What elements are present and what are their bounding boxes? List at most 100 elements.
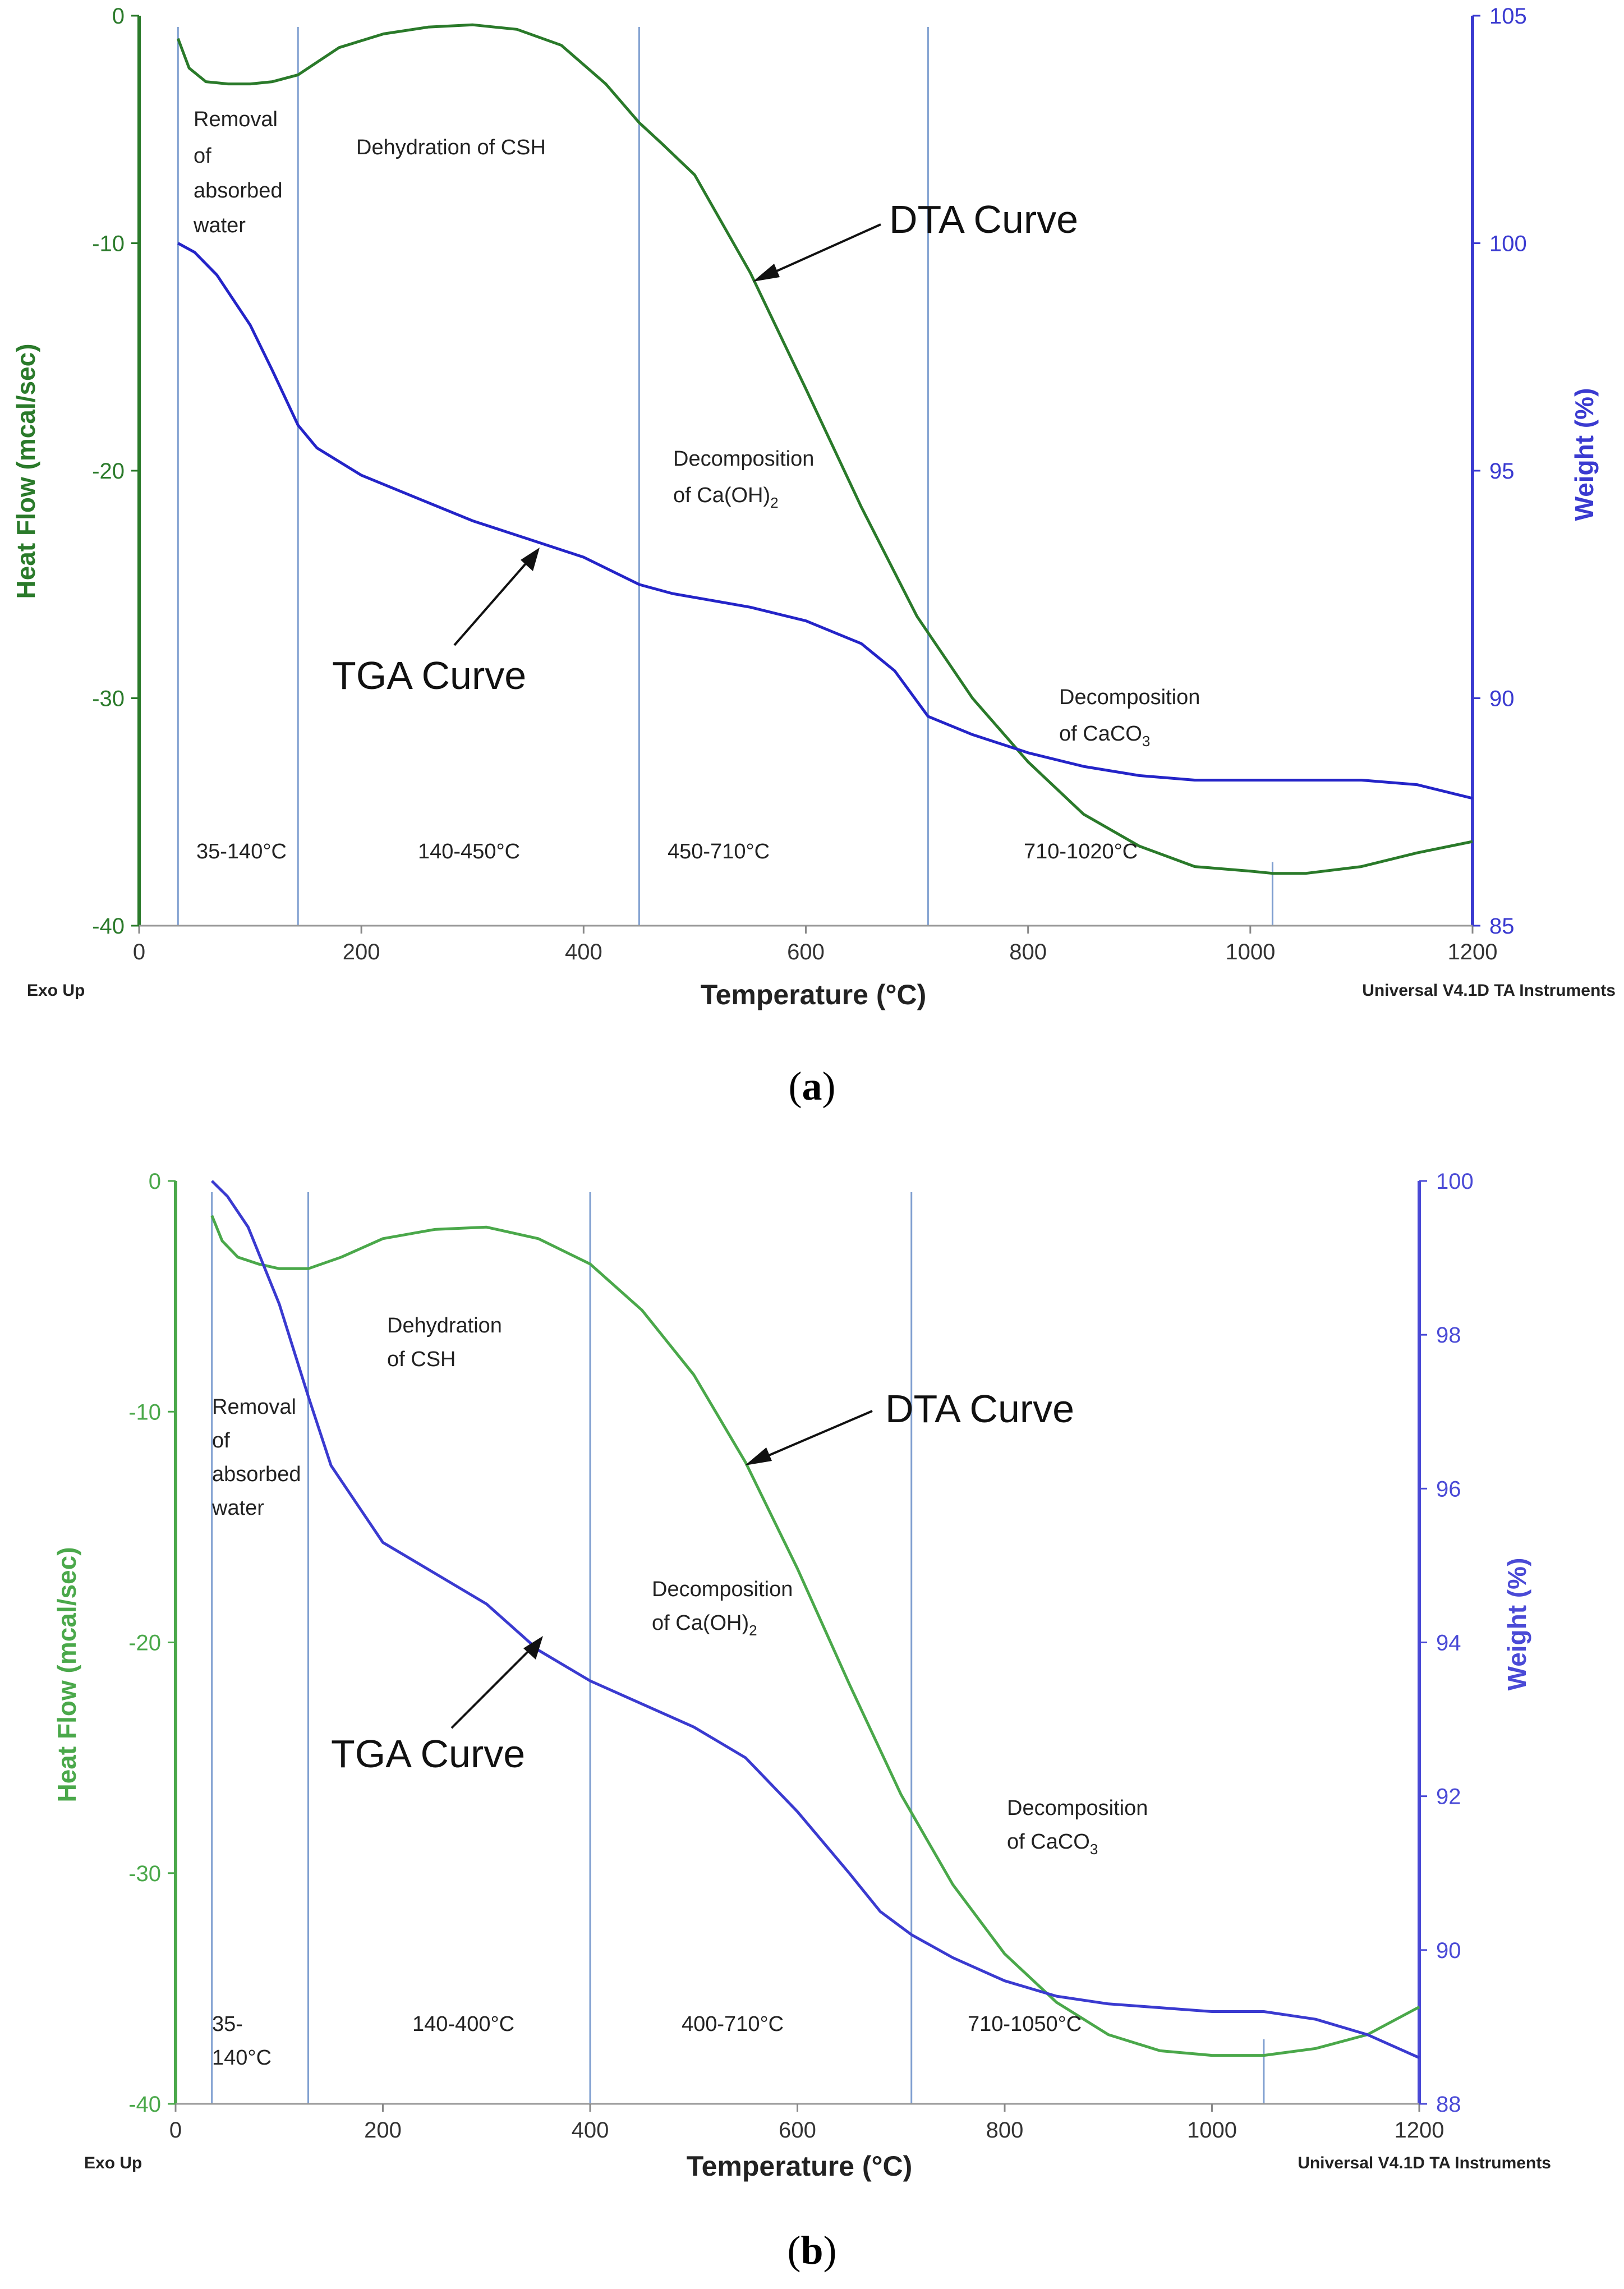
chart-a-x-tick-label: 800 <box>1009 940 1047 964</box>
chart-a-range2: 140-450°C <box>418 840 520 863</box>
chart-b-y-left-tick-label: -40 <box>128 2092 161 2117</box>
chart-a-yright-ticks: 105 100 95 90 85 <box>1473 4 1527 939</box>
chart-b-region3-line2: of Ca(OH)2 <box>652 1611 757 1639</box>
chart-b-y-right-tick-label: 88 <box>1436 2092 1461 2117</box>
chart-b-series <box>210 1180 1420 2060</box>
chart-b-y-right-tick-label: 94 <box>1436 1631 1461 1656</box>
chart-a-region4-line1: Decomposition <box>1059 686 1200 709</box>
chart-b-region1-line4: water <box>211 1496 264 1520</box>
chart-b-y-right-tick-label: 98 <box>1436 1323 1461 1348</box>
chart-b-range3: 400-710°C <box>682 2012 784 2036</box>
chart-a-dta-arrow <box>761 223 881 279</box>
chart-a-region1-line4: water <box>193 214 246 237</box>
chart-b-region4-sub: 3 <box>1090 1841 1098 1858</box>
chart-b-tga-series-line <box>210 1180 1420 2060</box>
chart-a-y-right-tick-label: 85 <box>1489 914 1515 939</box>
chart-b-yright-ticks: 100 98 96 94 92 90 88 <box>1419 1169 1474 2117</box>
chart-a-region1-line2: of <box>194 144 211 168</box>
chart-b-dividers <box>211 1192 1265 2104</box>
panel-label-a-letter: a <box>802 1064 822 1109</box>
chart-b-y-right-tick-label: 90 <box>1436 1938 1461 1963</box>
chart-a-y-right-tick-label: 95 <box>1489 459 1515 484</box>
chart-a-dta-label: DTA Curve <box>889 197 1078 241</box>
chart-b-y-left-title: Heat Flow (mcal/sec) <box>52 1547 81 1802</box>
chart-a-y-right-title: Weight (%) <box>1570 388 1599 521</box>
chart-a-canvas: 0 200 400 600 800 1000 1200 0-10-20-30-40 1051… <box>11 4 1616 1010</box>
chart-b-yleft-ticks: 0 -10 -20 -30 -40 <box>128 1169 176 2117</box>
chart-a-range3: 450-710°C <box>668 840 770 863</box>
chart-a-y-left-tick-label: -20 <box>92 459 125 484</box>
chart-b-canvas: 0 200 400 600 800 1000 1200 0 -10 -20 -30 -40 100 9… <box>52 1169 1551 2182</box>
chart-b-range4: 710-1050°C <box>968 2012 1082 2036</box>
chart-a-range4: 710-1020°C <box>1024 840 1138 863</box>
chart-a-y-left-tick-label: -40 <box>92 914 125 939</box>
chart-b-region4-line1: Decomposition <box>1007 1796 1148 1820</box>
chart-b-range2: 140-400°C <box>412 2012 514 2036</box>
chart-b-region3-line1: Decomposition <box>652 1578 793 1601</box>
chart-a-y-left-title: Heat Flow (mcal/sec) <box>11 343 40 599</box>
chart-a-y-right-tick-label: 90 <box>1489 687 1515 711</box>
chart-a-footer-right: Universal V4.1D TA Instruments <box>1362 981 1616 1000</box>
chart-a-region2-title: Dehydration of CSH <box>356 136 546 159</box>
chart-a-region3-line1: Decomposition <box>673 447 814 471</box>
chart-a-x-tick-label: 1200 <box>1448 940 1498 964</box>
panel-label-b: (b) <box>787 2228 837 2273</box>
chart-b-dta-series-line <box>210 1215 1420 2057</box>
chart-b-x-tick-label: 600 <box>779 2118 816 2143</box>
chart-b-footer-left: Exo Up <box>84 2154 142 2172</box>
chart-b-y-right-tick-label: 100 <box>1436 1169 1474 1194</box>
chart-b-tga-arrow <box>450 1643 537 1729</box>
chart-a-region3-line2: of Ca(OH)2 <box>673 484 779 511</box>
chart-a-dta-arrowhead <box>753 264 780 282</box>
chart-a-tga-arrowhead <box>521 548 540 571</box>
chart-a-x-tick-label: 400 <box>565 940 602 964</box>
chart-a-series <box>176 23 1473 875</box>
chart-a-tga-label: TGA Curve <box>332 654 526 697</box>
chart-b-x-tick-label: 1200 <box>1395 2118 1444 2143</box>
chart-b-dta-arrowhead <box>745 1447 772 1465</box>
chart-panel-a: 0 200 400 600 800 1000 1200 0 -10 -20 -30 -40 105 1… <box>0 0 1624 1122</box>
chart-b-x-tick-label: 200 <box>364 2118 402 2143</box>
chart-b-region4-line2-text: of CaCO <box>1007 1830 1090 1854</box>
chart-a-y-left-tick-label: -10 <box>92 232 125 256</box>
chart-a-x-axis-title: Temperature (°C) <box>701 979 926 1010</box>
chart-b-region1-line3: absorbed <box>212 1463 301 1486</box>
chart-b-y-left-tick-label: -30 <box>128 1861 161 1886</box>
chart-b-range1-line1: 35- <box>212 2012 243 2036</box>
chart-a-x-ticks: 0 200 400 600 800 1000 1200 <box>133 926 1498 964</box>
chart-a-y-left-tick-label: -30 <box>92 687 125 711</box>
chart-a-region4-line2: of CaCO3 <box>1059 722 1150 750</box>
chart-b-region3-sub: 2 <box>749 1622 757 1639</box>
chart-b-region4-line2: of CaCO3 <box>1007 1830 1098 1858</box>
chart-b-axes <box>174 1181 1421 2105</box>
chart-a-range1: 35-140°C <box>196 840 287 863</box>
chart-a-dividers <box>177 27 1273 926</box>
chart-b-y-left-tick-label: -20 <box>128 1631 161 1656</box>
chart-b-y-left-tick-label: 0 <box>149 1169 161 1194</box>
chart-b-region2-line1: Dehydration <box>387 1314 502 1337</box>
chart-a-region1-line1: Removal <box>194 108 278 131</box>
chart-panel-b: 0 200 400 600 800 1000 1200 0 -10 -20 -30 -40 100 9… <box>0 1150 1624 2289</box>
chart-a-region4-sub: 3 <box>1142 733 1150 750</box>
chart-a-x-tick-label: 1000 <box>1225 940 1275 964</box>
chart-a-x-tick-label: 600 <box>787 940 825 964</box>
chart-b-tga-label: TGA Curve <box>331 1732 525 1776</box>
chart-a-region4-line2-text: of CaCO <box>1059 722 1142 746</box>
chart-b-region2-line2: of CSH <box>387 1348 456 1371</box>
chart-b-footer-right: Universal V4.1D TA Instruments <box>1298 2154 1551 2172</box>
chart-a-region3-line2-text: of Ca(OH) <box>673 484 770 507</box>
chart-b-y-right-tick-label: 92 <box>1436 1785 1461 1809</box>
chart-b-x-axis-title: Temperature (°C) <box>687 2150 912 2182</box>
chart-a-region1-line3: absorbed <box>194 179 282 203</box>
chart-b-y-right-title: Weight (%) <box>1502 1558 1531 1691</box>
chart-b-dta-label: DTA Curve <box>885 1387 1074 1431</box>
panel-label-a: (a) <box>788 1064 836 1109</box>
chart-b-y-right-tick-label: 96 <box>1436 1477 1461 1501</box>
chart-b-x-tick-label: 400 <box>572 2118 609 2143</box>
chart-b-x-ticks: 0 200 400 600 800 1000 1200 <box>169 2104 1444 2143</box>
chart-a-x-tick-label: 0 <box>133 940 145 964</box>
chart-a-y-left-tick-label: 0 <box>112 4 125 29</box>
chart-a-region3-sub: 2 <box>770 494 778 511</box>
chart-b-x-tick-label: 1000 <box>1187 2118 1237 2143</box>
chart-b-region3-line2-text: of Ca(OH) <box>652 1611 749 1635</box>
